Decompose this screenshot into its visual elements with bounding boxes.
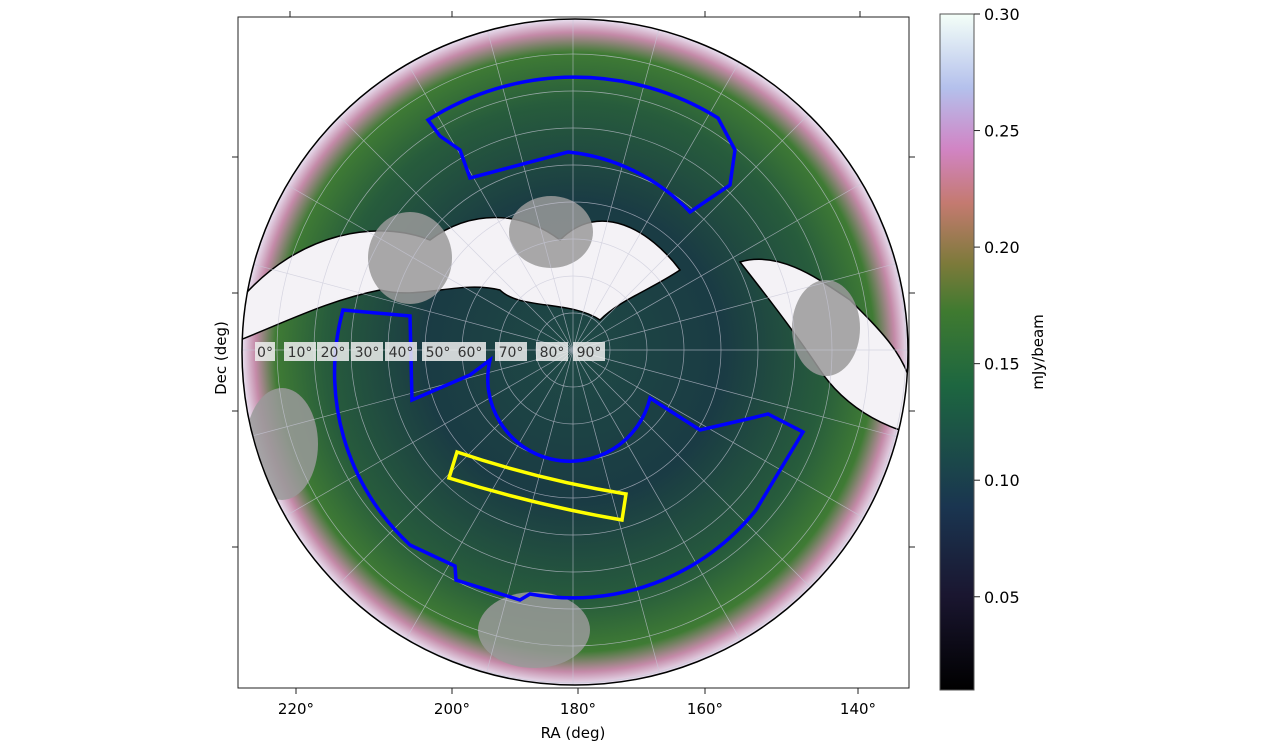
ra-gridline bbox=[572, 349, 908, 454]
x-tick-label: 160° bbox=[687, 700, 723, 718]
colorbar-tick-label: 0.10 bbox=[984, 471, 1020, 490]
frame-ticks bbox=[232, 11, 915, 694]
dec-label-bg bbox=[255, 342, 275, 361]
dec-labels: 0° 10° 20° 30° 40° 50° 60° 70° 80° 90° bbox=[255, 342, 605, 361]
dec-label: 40° bbox=[389, 345, 414, 361]
dec-label-bg bbox=[495, 342, 527, 361]
x-tick-label: 220° bbox=[278, 700, 314, 718]
colorbar-ticks: 0.05 0.10 0.15 0.20 0.25 0.30 bbox=[974, 5, 1020, 607]
dec-label: 60° bbox=[458, 345, 483, 361]
graticule bbox=[242, 19, 908, 685]
masked-source bbox=[509, 196, 593, 268]
dec-label-bg bbox=[536, 342, 568, 361]
x-tick-label: 200° bbox=[434, 700, 470, 718]
dec-label: 50° bbox=[426, 345, 451, 361]
dec-label-bg bbox=[317, 342, 349, 361]
dec-label: 80° bbox=[540, 345, 565, 361]
x-tick-label: 140° bbox=[840, 700, 876, 718]
colorbar-tick-label: 0.15 bbox=[984, 355, 1020, 374]
field-box bbox=[446, 449, 628, 523]
dec-label: 90° bbox=[577, 345, 602, 361]
dec-label-bg bbox=[422, 342, 454, 361]
masked-source bbox=[478, 592, 590, 668]
dec-label: 70° bbox=[499, 345, 524, 361]
ra-gridline bbox=[572, 349, 857, 634]
dec-label-bg bbox=[573, 342, 605, 361]
dec-label: 30° bbox=[355, 345, 380, 361]
x-tick-label: 180° bbox=[560, 700, 596, 718]
ra-gridline bbox=[469, 349, 574, 685]
ra-gridline bbox=[572, 349, 774, 685]
x-axis-label: RA (deg) bbox=[541, 724, 606, 742]
dec-label: 10° bbox=[288, 345, 313, 361]
footprint-north bbox=[425, 75, 737, 215]
colorbar-tick-label: 0.20 bbox=[984, 238, 1020, 257]
colorbar-tick-label: 0.05 bbox=[984, 588, 1020, 607]
ra-gridline bbox=[572, 349, 908, 551]
colorbar-tick-label: 0.30 bbox=[984, 5, 1020, 24]
colorbar-tick-label: 0.25 bbox=[984, 122, 1020, 141]
dec-label-bg bbox=[284, 342, 316, 361]
dec-label-bg bbox=[454, 342, 486, 361]
dec-label: 20° bbox=[321, 345, 346, 361]
dec-label-bg bbox=[351, 342, 383, 361]
colorbar bbox=[939, 13, 975, 691]
footprint-south bbox=[332, 308, 806, 602]
ra-gridline bbox=[572, 246, 908, 351]
dec-label-bg bbox=[385, 342, 417, 361]
y-axis-label: Dec (deg) bbox=[212, 321, 230, 395]
sky-boundary bbox=[241, 18, 909, 686]
masked-source bbox=[368, 212, 452, 304]
masked-source bbox=[792, 280, 860, 376]
dec-label: 0° bbox=[257, 345, 273, 361]
ra-gridline bbox=[572, 349, 677, 685]
colorbar-label: mJy/beam bbox=[1029, 314, 1047, 390]
